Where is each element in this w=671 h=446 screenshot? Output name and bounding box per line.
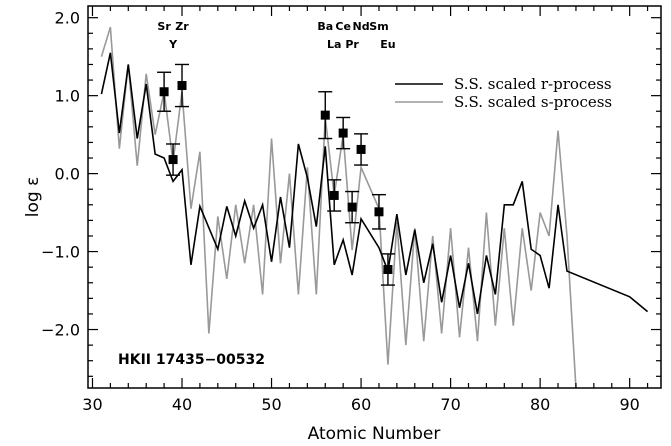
y-axis-ticks (88, 17, 661, 377)
observation-z38 (157, 71, 172, 112)
y-tick-label: 1.0 (55, 87, 80, 106)
x-tick-label: 90 (619, 395, 639, 414)
element-label-ba: Ba (317, 20, 333, 33)
data-point (177, 81, 187, 91)
data-point (320, 110, 330, 120)
observation-z40 (175, 63, 190, 108)
element-label-sr: Sr (157, 20, 171, 33)
x-axis-ticks (91, 6, 649, 388)
element-label-nd: Nd (353, 20, 370, 33)
y-tick-label: 2.0 (55, 9, 80, 28)
element-label-zr: Zr (175, 20, 189, 33)
element-labels: Sr Zr Y Ba Ce Nd Sm La Pr Eu (157, 20, 395, 51)
legend-label-s-process: S.S. scaled s-process (454, 93, 612, 111)
y-axis-tick-labels: −2.0 −1.0 0.0 1.0 2.0 (41, 9, 80, 340)
observation-z58 (336, 116, 351, 150)
series-line-r-process (100, 52, 649, 315)
observation-z56 (318, 91, 333, 140)
data-point (168, 155, 178, 165)
legend-label-r-process: S.S. scaled r-process (454, 75, 612, 93)
observation-z59 (345, 190, 360, 224)
star-annotation: HKII 17435−00532 (118, 352, 265, 368)
element-label-la: La (327, 38, 341, 51)
legend: S.S. scaled r-process S.S. scaled s-proc… (395, 75, 612, 111)
y-tick-label: −2.0 (41, 321, 80, 340)
observation-z63 (380, 253, 395, 286)
data-point (374, 207, 384, 217)
observation-z62 (371, 193, 386, 230)
element-label-ce: Ce (335, 20, 351, 33)
data-point (159, 87, 169, 97)
element-label-sm: Sm (369, 20, 388, 33)
x-tick-label: 50 (261, 395, 281, 414)
y-tick-label: −1.0 (41, 243, 80, 262)
data-point (338, 128, 348, 138)
x-tick-label: 40 (172, 395, 192, 414)
data-point (356, 144, 366, 154)
element-label-pr: Pr (345, 38, 359, 51)
y-tick-label: 0.0 (55, 165, 80, 184)
x-tick-label: 80 (530, 395, 550, 414)
observation-z57 (327, 179, 342, 212)
observation-z60 (354, 133, 369, 166)
element-label-eu: Eu (380, 38, 395, 51)
element-label-y: Y (168, 38, 178, 51)
y-axis-title: log ε (23, 177, 43, 218)
data-point (383, 265, 393, 275)
x-tick-label: 70 (440, 395, 460, 414)
x-axis-tick-labels: 30 40 50 60 70 80 90 (82, 395, 640, 414)
x-tick-label: 60 (351, 395, 371, 414)
observation-z39 (166, 143, 181, 176)
x-axis-title: Atomic Number (308, 424, 441, 444)
x-tick-label: 30 (82, 395, 102, 414)
data-point (329, 190, 339, 200)
plot-content (100, 26, 649, 388)
data-point (347, 202, 357, 212)
plot-frame (87, 5, 662, 389)
